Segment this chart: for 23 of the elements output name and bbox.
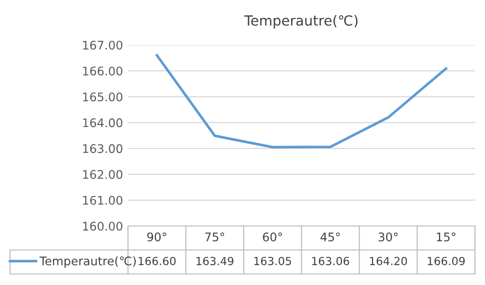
- data-label: 164.20: [370, 256, 407, 266]
- data-label: 163.05: [254, 256, 292, 266]
- y-tick-label: 166.00: [83, 66, 122, 76]
- x-tick-label: 60°: [262, 232, 282, 242]
- data-label: 163.49: [196, 256, 234, 266]
- y-tick-label: 161.00: [83, 196, 122, 205]
- x-tick-label: 45°: [320, 232, 340, 242]
- y-tick-label: 165.00: [83, 92, 122, 102]
- data-label: 163.06: [312, 256, 350, 266]
- chart-title: Temperautre(℃): [244, 15, 358, 28]
- y-tick-label: 164.00: [83, 118, 122, 128]
- y-tick-label: 160.00: [83, 222, 122, 231]
- y-tick-label: 167.00: [83, 40, 122, 50]
- y-tick-label: 163.00: [83, 144, 122, 154]
- x-tick-label: 90°: [147, 232, 166, 242]
- y-tick-label: 162.00: [83, 170, 122, 179]
- data-label: 166.60: [138, 256, 176, 266]
- data-label: 166.09: [428, 256, 465, 266]
- x-tick-label: 75°: [205, 232, 224, 242]
- legend-label: Temperautre(℃): [39, 256, 136, 268]
- x-tick-label: 15°: [436, 232, 456, 242]
- x-tick-label: 30°: [378, 232, 398, 242]
- line-series: [156, 54, 448, 148]
